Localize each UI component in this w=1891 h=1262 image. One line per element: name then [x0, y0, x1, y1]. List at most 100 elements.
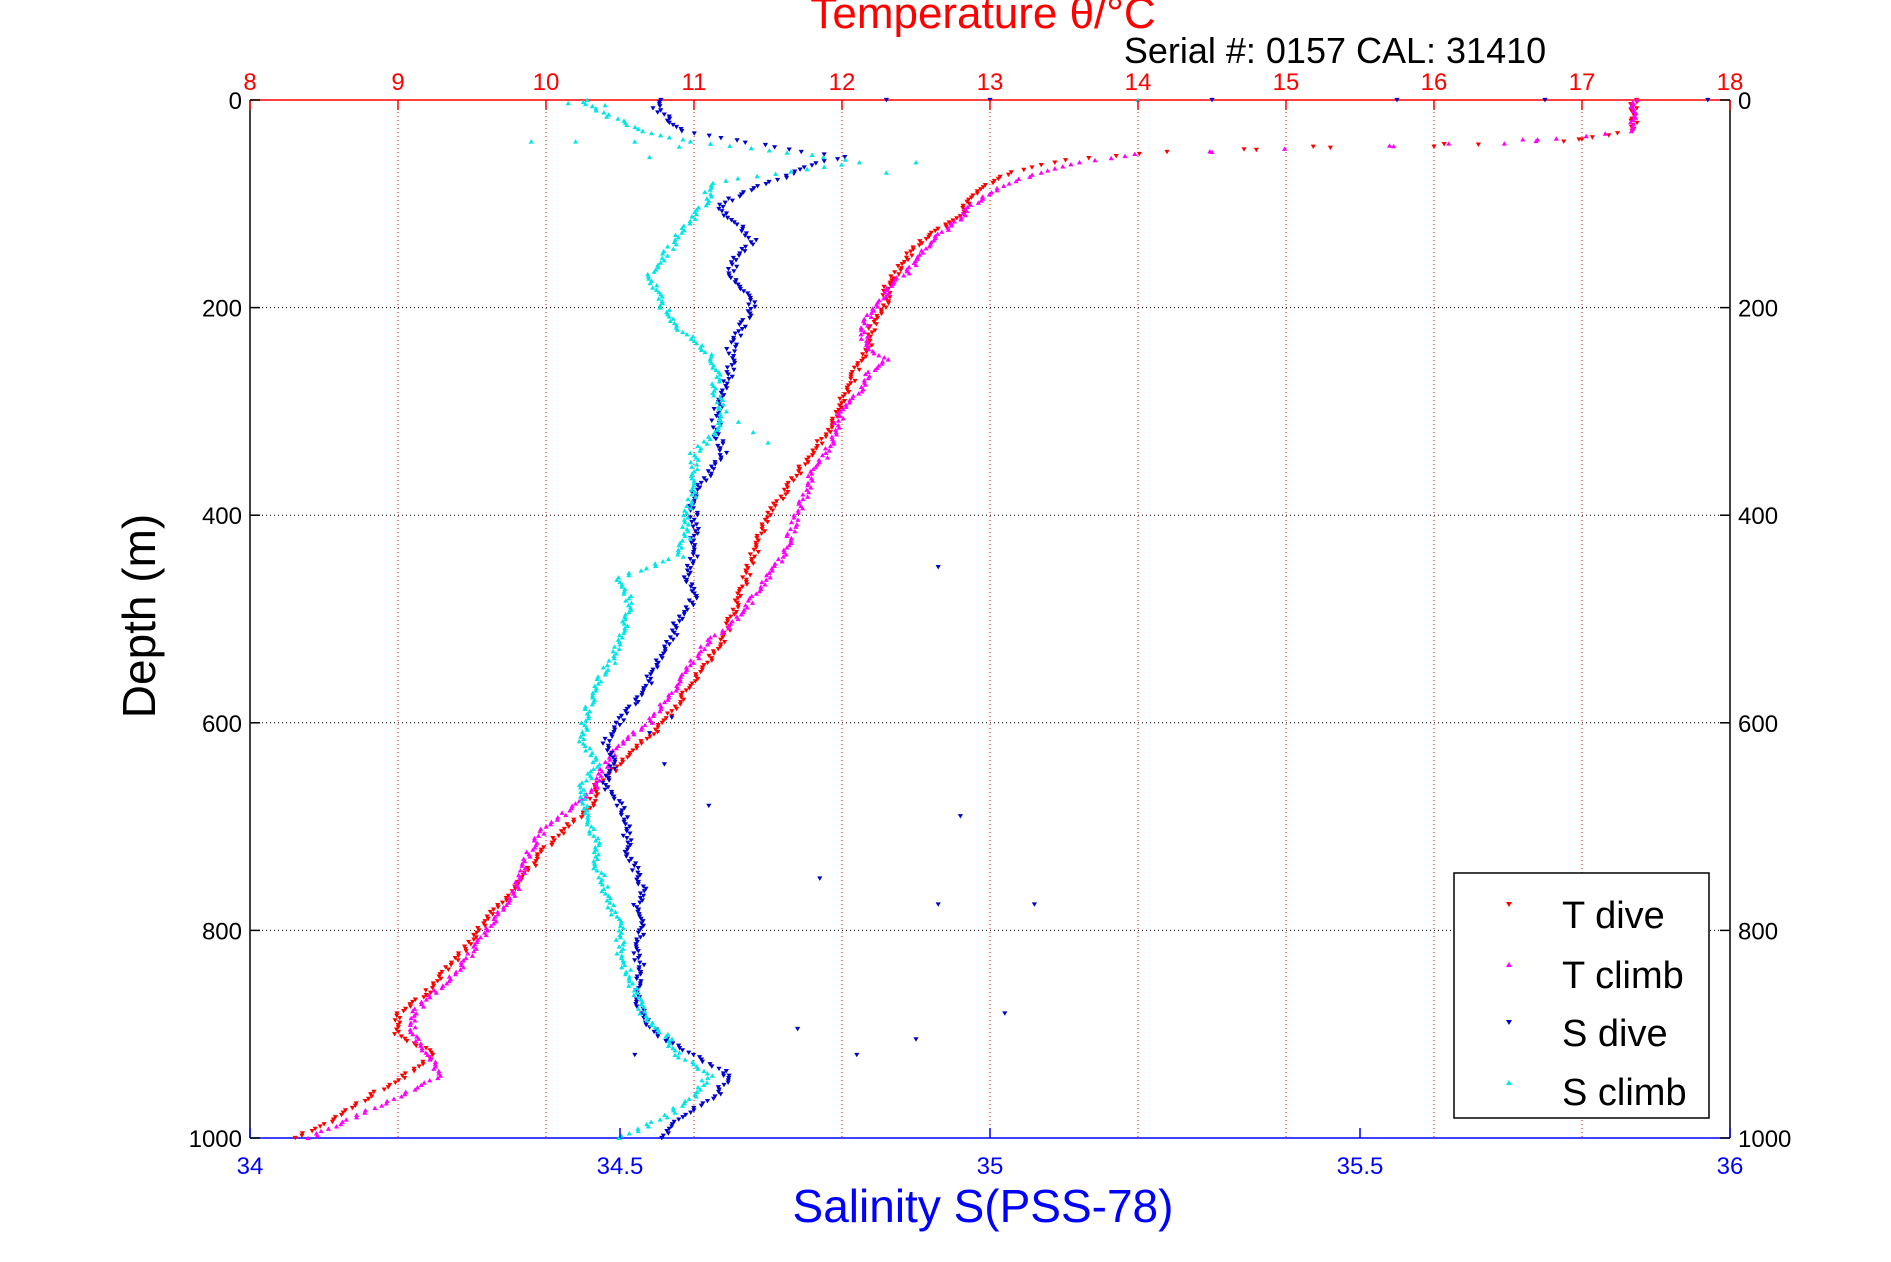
data-point	[677, 1045, 683, 1051]
data-point	[437, 972, 443, 977]
data-point	[640, 893, 647, 899]
data-point	[864, 312, 870, 317]
data-point	[362, 1099, 368, 1104]
data-point	[660, 1133, 666, 1139]
data-point	[788, 535, 794, 541]
data-point	[596, 875, 602, 880]
data-point	[706, 653, 712, 659]
data-point	[708, 360, 714, 366]
data-point	[768, 513, 774, 518]
data-point	[702, 189, 708, 195]
data-point	[657, 104, 663, 109]
data-point	[674, 327, 680, 332]
outlier-point	[647, 154, 653, 160]
data-point	[709, 656, 715, 661]
data-point	[616, 632, 623, 638]
data-point	[698, 1057, 705, 1062]
data-point	[723, 178, 729, 183]
data-point	[731, 367, 737, 373]
data-point	[408, 1020, 414, 1025]
data-point	[657, 708, 663, 714]
data-point	[725, 1078, 731, 1083]
data-point	[589, 692, 596, 698]
data-point	[588, 768, 594, 774]
data-point	[683, 688, 689, 693]
data-point	[681, 517, 687, 522]
data-point	[736, 589, 742, 594]
data-point	[743, 577, 749, 583]
y-tick-label-right: 800	[1738, 918, 1778, 945]
data-point	[729, 374, 735, 380]
data-point	[392, 1080, 399, 1085]
data-point	[299, 1133, 305, 1139]
data-point	[691, 1105, 697, 1111]
data-point	[854, 363, 861, 368]
data-point	[599, 888, 605, 894]
data-point	[788, 169, 794, 174]
data-point	[648, 1119, 654, 1124]
data-point	[713, 413, 720, 419]
data-point	[702, 349, 708, 355]
data-point	[617, 934, 624, 940]
data-point	[433, 990, 439, 995]
data-point	[772, 503, 778, 509]
data-point	[687, 139, 693, 144]
data-point	[654, 663, 660, 668]
data-point	[594, 856, 600, 861]
data-point	[626, 974, 633, 979]
data-point	[867, 338, 873, 344]
data-point	[836, 403, 843, 408]
data-point	[796, 499, 802, 504]
data-point	[455, 958, 461, 963]
data-point	[843, 402, 849, 407]
data-point	[455, 951, 462, 956]
data-point	[705, 469, 711, 474]
data-point	[657, 132, 664, 138]
data-point	[809, 152, 815, 157]
data-point	[420, 1059, 426, 1065]
data-point	[848, 374, 854, 379]
data-point	[873, 322, 879, 327]
data-point	[332, 1115, 339, 1120]
data-point	[401, 1009, 407, 1014]
data-point	[682, 508, 688, 513]
data-point	[627, 750, 633, 756]
data-point	[664, 1114, 670, 1120]
data-point	[747, 298, 754, 303]
data-point	[690, 1052, 697, 1058]
data-point	[595, 681, 601, 686]
data-point	[720, 441, 726, 447]
data-point	[840, 394, 846, 399]
data-point	[852, 378, 858, 384]
data-point	[791, 512, 797, 518]
data-point	[584, 803, 591, 808]
data-point	[612, 757, 618, 763]
data-point	[427, 1077, 433, 1083]
data-point	[620, 738, 626, 744]
data-point	[754, 173, 760, 179]
data-point	[859, 358, 865, 364]
data-point	[682, 533, 688, 539]
data-point	[717, 453, 723, 458]
data-point	[709, 1073, 715, 1078]
data-point	[718, 1092, 724, 1097]
data-point	[609, 789, 615, 795]
data-point	[585, 771, 591, 776]
data-point	[487, 909, 493, 915]
data-point	[343, 1117, 349, 1122]
data-point	[587, 745, 593, 751]
data-point	[632, 697, 639, 703]
data-point	[694, 596, 700, 601]
data-point	[391, 1096, 397, 1101]
data-point	[994, 187, 1000, 193]
data-point	[708, 471, 714, 477]
data-point	[654, 283, 660, 288]
data-point	[333, 1124, 340, 1129]
data-point	[960, 210, 966, 216]
data-point	[840, 406, 846, 412]
outlier-point	[1542, 97, 1548, 103]
data-point	[639, 921, 645, 926]
data-point	[1634, 120, 1640, 126]
data-point	[531, 838, 537, 843]
